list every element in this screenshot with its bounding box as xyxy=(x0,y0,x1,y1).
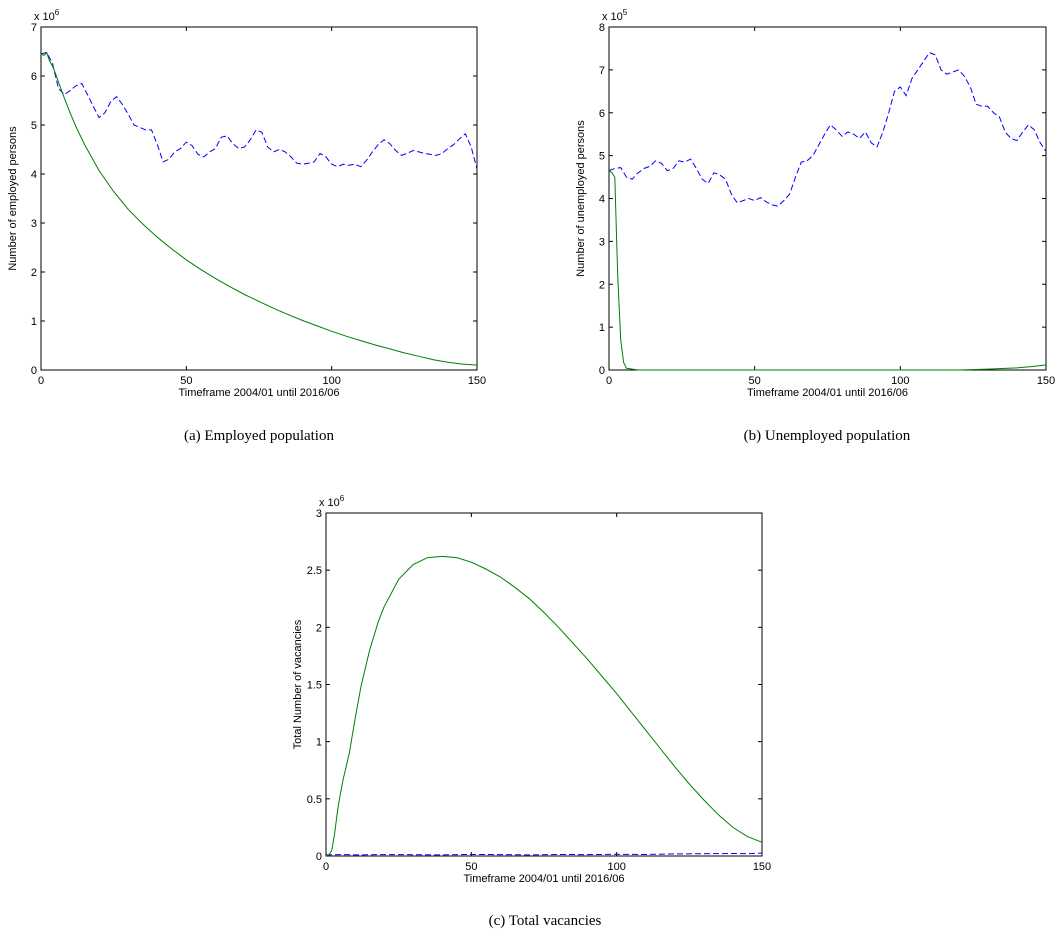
y-axis-label: Number of unemployed persons xyxy=(575,120,587,277)
x-tick-label: 150 xyxy=(468,375,486,387)
solid-series-line xyxy=(40,52,478,366)
multiplier-base: x 10 xyxy=(34,11,55,23)
x-tick-label: 150 xyxy=(1037,375,1055,387)
plot-frame xyxy=(608,26,1047,371)
solid-series-line xyxy=(608,170,1047,371)
y-axis-label: Total Number of vacancies xyxy=(292,619,304,749)
multiplier-base: x 10 xyxy=(602,11,623,23)
y-tick-label: 3 xyxy=(599,236,605,248)
x-tick-label: 0 xyxy=(323,861,329,873)
y-tick-label: 0.5 xyxy=(307,794,322,806)
y-axis-multiplier: x 105 xyxy=(602,8,628,23)
y-tick-label: 3 xyxy=(316,508,322,520)
dashed-series-line xyxy=(40,51,478,170)
y-tick-label: 1 xyxy=(31,316,37,328)
y-tick-label: 0 xyxy=(599,365,605,377)
y-tick-label: 8 xyxy=(599,22,605,34)
x-axis-label: Timeframe 2004/01 until 2016/06 xyxy=(178,387,339,399)
x-tick-label: 50 xyxy=(465,861,477,873)
y-tick-label: 1 xyxy=(599,322,605,334)
x-tick-label: 50 xyxy=(749,375,761,387)
multiplier-exponent: 6 xyxy=(340,494,345,503)
x-tick-label: 100 xyxy=(322,375,340,387)
y-tick-label: 7 xyxy=(599,65,605,77)
plot-frame xyxy=(40,26,478,371)
y-tick-label: 6 xyxy=(599,108,605,120)
plot-frame xyxy=(325,512,763,857)
dashed-series-line xyxy=(325,852,763,856)
y-tick-label: 2 xyxy=(599,279,605,291)
multiplier-exponent: 6 xyxy=(55,8,60,17)
y-tick-label: 4 xyxy=(31,169,37,181)
y-tick-label: 4 xyxy=(599,194,605,206)
y-tick-label: 5 xyxy=(31,120,37,132)
y-axis-label: Number of employed persons xyxy=(7,126,19,271)
y-tick-label: 1 xyxy=(316,737,322,749)
y-tick-label: 2 xyxy=(316,622,322,634)
x-axis-label: Timeframe 2004/01 until 2016/06 xyxy=(463,873,624,885)
y-tick-label: 3 xyxy=(31,218,37,230)
y-tick-label: 7 xyxy=(31,22,37,34)
figure-caption: (c) Total vacancies xyxy=(489,913,602,929)
x-tick-label: 100 xyxy=(891,375,909,387)
total-vacancies-chart: 0 50 100 150 0 0.5 1 1.5 2 2.5 3x 106 Timeframe 200… xyxy=(292,494,771,929)
figure-caption: (b) Unemployed population xyxy=(744,428,911,444)
y-tick-label: 6 xyxy=(31,71,37,83)
y-tick-label: 0 xyxy=(316,851,322,863)
x-tick-label: 0 xyxy=(606,375,612,387)
x-axis-label: Timeframe 2004/01 until 2016/06 xyxy=(747,387,908,399)
y-tick-label: 0 xyxy=(31,365,37,377)
x-tick-label: 100 xyxy=(607,861,625,873)
x-tick-label: 150 xyxy=(753,861,771,873)
x-tick-label: 50 xyxy=(180,375,192,387)
multiplier-exponent: 5 xyxy=(623,8,628,17)
dashed-series-line xyxy=(608,52,1047,207)
y-axis-multiplier: x 106 xyxy=(34,8,60,23)
y-tick-label: 2 xyxy=(31,267,37,279)
solid-series-line xyxy=(325,555,763,857)
y-tick-label: 2.5 xyxy=(307,565,322,577)
x-tick-label: 0 xyxy=(38,375,44,387)
multiplier-base: x 10 xyxy=(319,497,340,509)
y-tick-label: 1.5 xyxy=(307,680,322,692)
y-axis-multiplier: x 106 xyxy=(319,494,345,509)
y-tick-label: 5 xyxy=(599,151,605,163)
figure-caption: (a) Employed population xyxy=(184,428,334,444)
